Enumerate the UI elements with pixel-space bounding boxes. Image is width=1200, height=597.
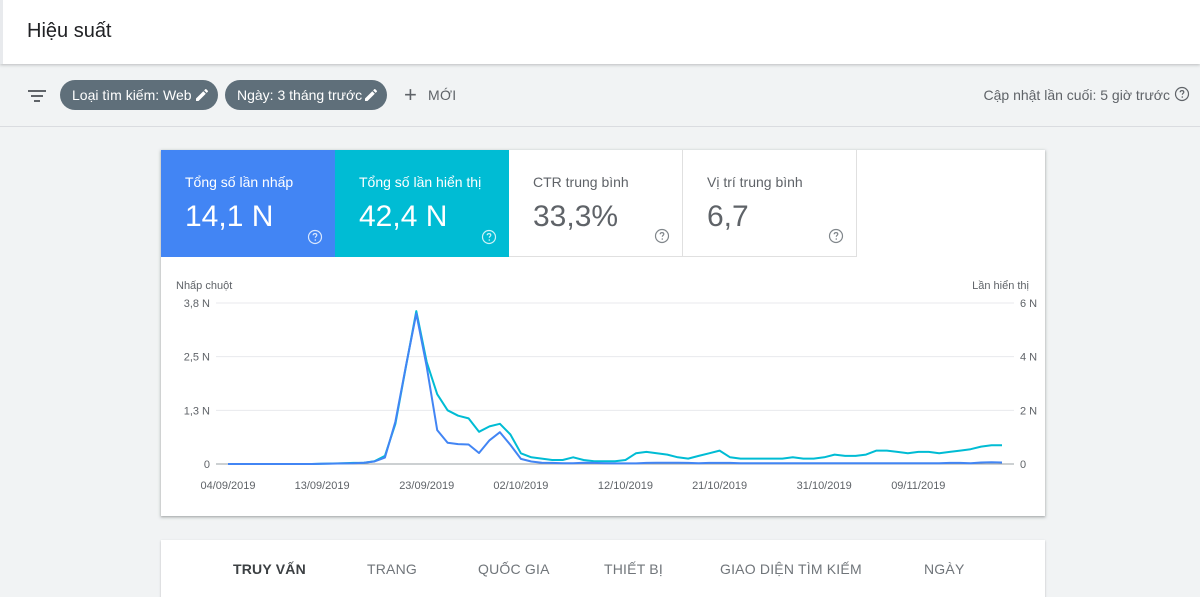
chip-label: Ngày: 3 tháng trước xyxy=(237,87,363,103)
metric-total-impressions[interactable]: Tổng số lần hiển thị 42,4 N xyxy=(335,150,509,257)
add-filter-button[interactable]: + MỚI xyxy=(404,82,457,108)
metric-total-clicks[interactable]: Tổng số lần nhấp 14,1 N xyxy=(161,150,335,257)
metric-label: CTR trung bình xyxy=(533,174,629,190)
performance-chart: Nhấp chuột Lần hiển thị 0 1,3 N 2,5 N 3,8 N… xyxy=(161,257,1045,516)
x-axis-tick-label: 31/10/2019 xyxy=(797,480,852,492)
tab-search-appearance[interactable]: GIAO DIỆN TÌM KIẾM xyxy=(720,561,862,577)
filter-icon[interactable] xyxy=(26,87,48,105)
y-axis-right-tick-label: 6 N xyxy=(1020,298,1037,310)
last-updated-text: Cập nhật lần cuối: 5 giờ trước xyxy=(983,87,1171,103)
y-axis-right-tick-label: 4 N xyxy=(1020,352,1037,364)
y-axis-right-title: Lần hiển thị xyxy=(972,280,1029,292)
search-type-filter-chip[interactable]: Loại tìm kiếm: Web xyxy=(60,80,218,110)
x-axis-tick-label: 09/11/2019 xyxy=(891,480,945,492)
y-axis-right-tick-label: 0 xyxy=(1020,459,1026,471)
x-axis-tick-label: 21/10/2019 xyxy=(692,480,747,492)
y-axis-left-tick-label: 2,5 N xyxy=(184,352,210,364)
help-icon[interactable] xyxy=(654,228,670,244)
series-line-impressions xyxy=(228,310,1002,465)
metric-value: 33,3% xyxy=(533,200,619,233)
chart-canvas: 0 1,3 N 2,5 N 3,8 N 0 2 N 4 N 6 N 04/09/2019 13/0… xyxy=(184,298,1037,492)
metric-label: Vị trí trung bình xyxy=(707,174,803,190)
tab-pages[interactable]: TRANG xyxy=(367,561,417,577)
x-axis-tick-label: 23/09/2019 xyxy=(399,480,454,492)
tab-devices[interactable]: THIẾT BỊ xyxy=(604,561,663,577)
y-axis-left-title: Nhấp chuột xyxy=(176,280,233,292)
metric-value: 6,7 xyxy=(707,200,749,233)
date-filter-chip[interactable]: Ngày: 3 tháng trước xyxy=(225,80,387,110)
chip-label: Loại tìm kiếm: Web xyxy=(72,87,192,103)
pencil-icon xyxy=(196,88,209,101)
help-icon[interactable] xyxy=(307,229,323,245)
x-axis-tick-label: 12/10/2019 xyxy=(598,480,653,492)
plus-icon: + xyxy=(404,82,417,108)
tab-dates[interactable]: NGÀY xyxy=(924,561,965,577)
add-filter-label: MỚI xyxy=(428,87,457,104)
filter-bar: Loại tìm kiếm: Web Ngày: 3 tháng trước +… xyxy=(0,64,1200,127)
pencil-icon xyxy=(365,88,378,101)
metric-average-ctr[interactable]: CTR trung bình 33,3% xyxy=(509,150,683,257)
x-axis-tick-label: 13/09/2019 xyxy=(295,480,350,492)
x-axis-tick-label: 04/09/2019 xyxy=(200,480,255,492)
y-axis-left-tick-label: 3,8 N xyxy=(184,298,210,310)
metric-label: Tổng số lần hiển thị xyxy=(359,174,482,190)
page-title: Hiệu suất xyxy=(27,20,112,42)
dimension-tabs: TRUY VẤN TRANG QUỐC GIA THIẾT BỊ GIAO DI… xyxy=(161,540,1045,597)
x-axis-tick-label: 02/10/2019 xyxy=(493,480,548,492)
series-line-clicks xyxy=(228,312,1003,465)
y-axis-left-tick-label: 1,3 N xyxy=(184,405,210,417)
tab-queries[interactable]: TRUY VẤN xyxy=(233,561,306,577)
y-axis-left-tick-label: 0 xyxy=(204,459,210,471)
metric-value: 14,1 N xyxy=(185,200,274,233)
performance-card: Tổng số lần nhấp 14,1 N Tổng số lần hiển… xyxy=(161,150,1045,516)
top-app-bar: Hiệu suất xyxy=(0,0,1200,64)
help-icon[interactable] xyxy=(1174,86,1190,102)
help-icon[interactable] xyxy=(481,229,497,245)
metric-label: Tổng số lần nhấp xyxy=(185,174,294,190)
metric-average-position[interactable]: Vị trí trung bình 6,7 xyxy=(683,150,857,257)
metric-value: 42,4 N xyxy=(359,200,448,233)
help-icon[interactable] xyxy=(828,228,844,244)
tab-countries[interactable]: QUỐC GIA xyxy=(478,561,550,577)
y-axis-right-tick-label: 2 N xyxy=(1020,405,1037,417)
